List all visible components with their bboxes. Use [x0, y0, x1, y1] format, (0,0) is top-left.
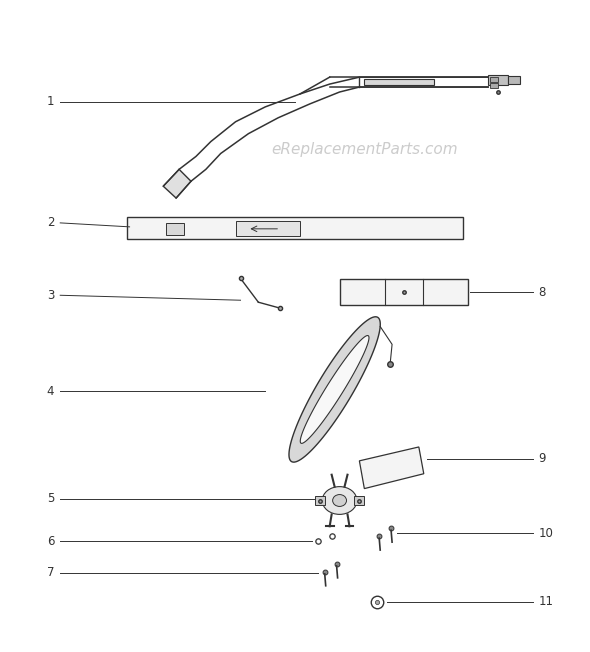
Bar: [488, 75, 508, 85]
Bar: [235, 221, 300, 236]
Text: 2: 2: [47, 216, 54, 230]
Bar: [355, 496, 365, 505]
Text: 9: 9: [539, 452, 546, 466]
Bar: [166, 223, 184, 235]
Bar: [127, 217, 463, 239]
Bar: [340, 280, 468, 305]
Ellipse shape: [322, 486, 357, 514]
Text: 11: 11: [539, 595, 553, 608]
Text: 10: 10: [539, 527, 553, 540]
Polygon shape: [300, 336, 369, 443]
Bar: [315, 496, 324, 505]
Text: 4: 4: [47, 385, 54, 398]
Bar: [508, 76, 520, 84]
Polygon shape: [289, 317, 381, 462]
Bar: [490, 83, 498, 88]
Text: 5: 5: [47, 492, 54, 505]
Text: 7: 7: [47, 567, 54, 580]
Text: 8: 8: [539, 286, 546, 299]
Ellipse shape: [333, 495, 346, 507]
Text: 1: 1: [47, 95, 54, 108]
Text: eReplacementParts.com: eReplacementParts.com: [271, 142, 458, 157]
Polygon shape: [163, 170, 191, 198]
Text: 3: 3: [47, 289, 54, 302]
Bar: [490, 77, 498, 82]
Text: 6: 6: [47, 535, 54, 548]
Bar: [365, 79, 434, 85]
Polygon shape: [359, 447, 424, 488]
